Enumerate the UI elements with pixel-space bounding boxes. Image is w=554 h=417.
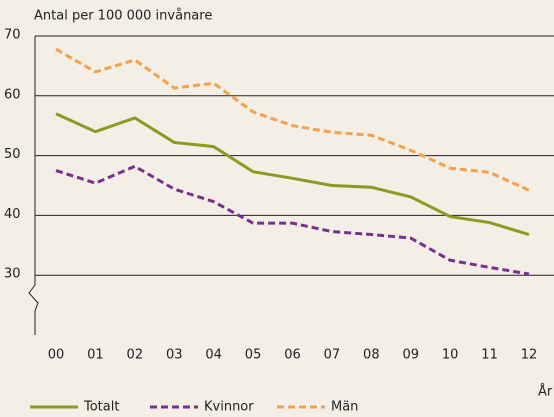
x-tick-label: 12 [521,348,538,363]
line-series [55,112,530,236]
y-tick-label: 50 [4,147,21,162]
x-axis-label: År [538,384,553,400]
y-tick-label: 30 [4,267,21,282]
x-tick-label: 07 [324,348,341,363]
x-tick-label: 10 [442,348,459,363]
x-tick-label: 09 [402,348,419,363]
x-tick-label: 04 [205,348,222,363]
x-tick-label: 08 [363,348,380,363]
legend-label: Män [331,400,358,415]
legend-label: Kvinnor [204,400,254,415]
line-series [55,47,530,192]
legend-label: Totalt [83,400,119,415]
x-tick-label: 01 [87,348,104,363]
x-tick-label: 06 [284,348,301,363]
y-tick-label: 40 [4,207,21,222]
y-tick-label: 70 [4,28,21,43]
x-tick-label: 11 [481,348,498,363]
x-tick-label: 05 [245,348,262,363]
y-axis [28,36,39,335]
y-axis-label: Antal per 100 000 invånare [34,9,212,24]
line-series [55,164,530,276]
y-tick-label: 60 [4,87,21,102]
x-tick-label: 00 [48,348,65,363]
x-tick-label: 02 [127,348,144,363]
x-tick-label: 03 [166,348,183,363]
